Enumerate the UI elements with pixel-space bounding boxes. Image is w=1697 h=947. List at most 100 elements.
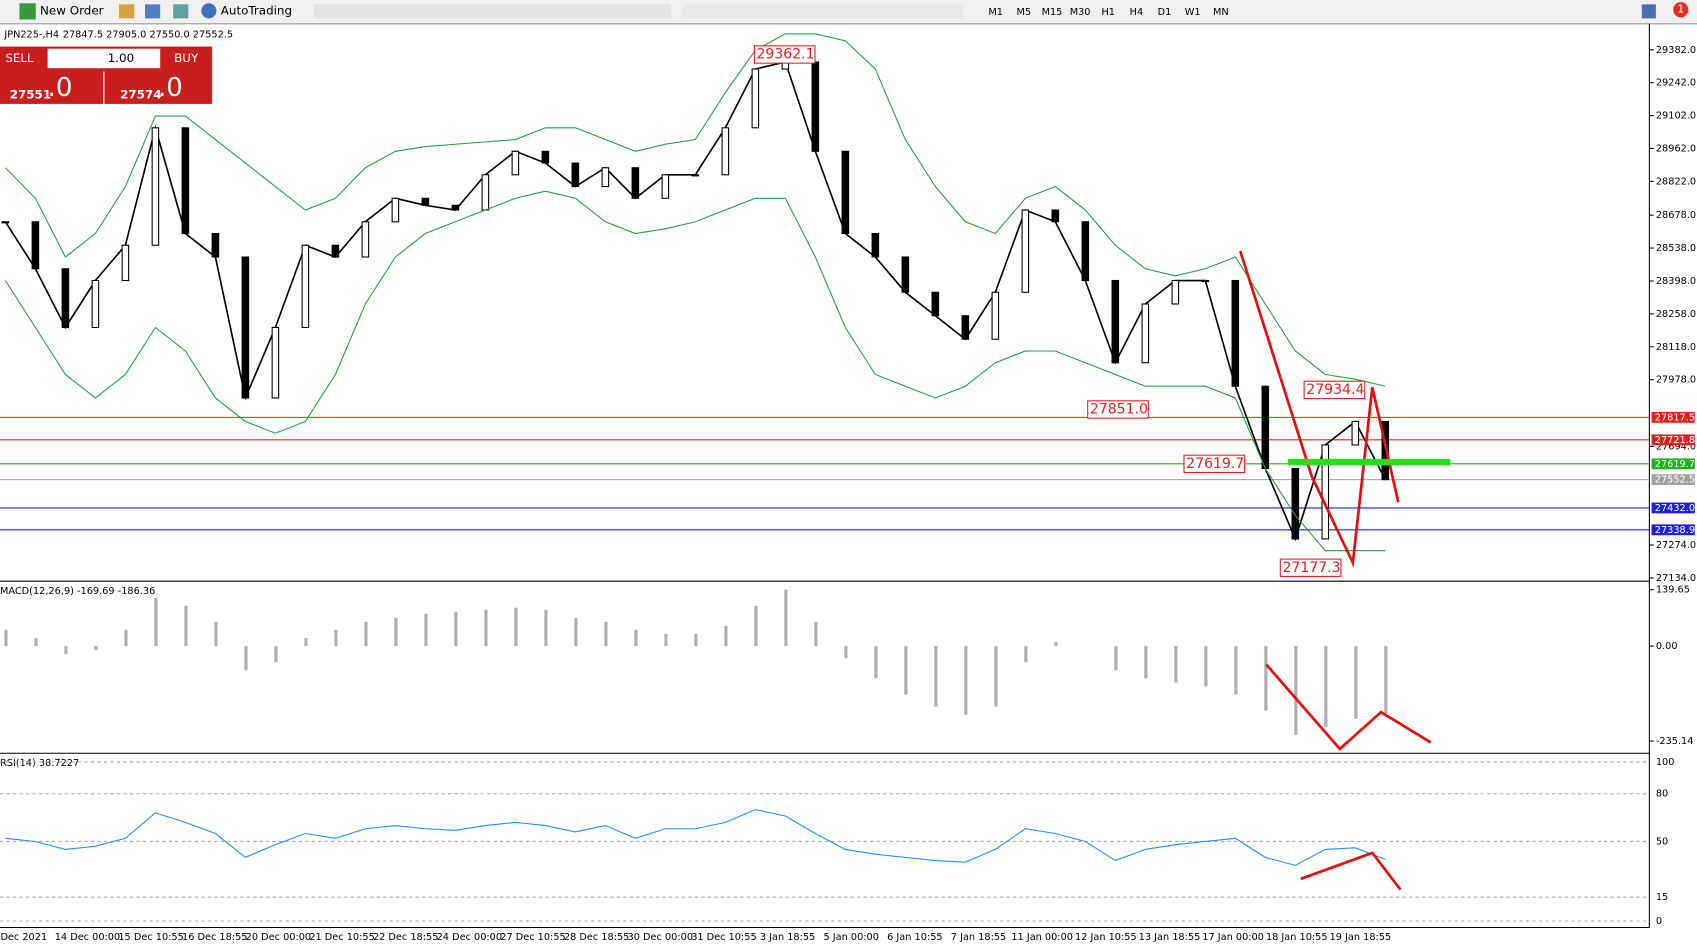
timeframe[interactable]: MN [1213,7,1229,18]
new-order-icon[interactable] [19,3,36,20]
macd-bar [664,633,668,647]
autotrading-icon[interactable] [201,3,217,19]
level-label: 27552.5 [1655,475,1695,486]
drawing-tools[interactable] [681,4,964,19]
y-tick-label: 28822.0 [1656,176,1696,187]
y-tick-label: 27978.0 [1656,375,1696,386]
buy-button[interactable]: BUY [174,51,199,65]
y-tick-label: 0 [1656,916,1662,927]
level-label: 27817.5 [1655,412,1695,423]
x-tick-label: 12 Jan 10:55 [1075,932,1137,943]
x-tick-label: 21 Dec 10:55 [309,932,374,943]
macd-bar [364,621,368,647]
candle [1351,420,1360,446]
y-tick-label: 29242.0 [1656,78,1696,89]
candle [61,268,70,329]
candle [601,167,610,188]
notification-count: 1 [1677,3,1684,16]
candle [1,221,10,224]
autotrading[interactable]: AutoTrading [221,3,292,17]
y-tick-label: 28398.0 [1656,276,1696,287]
macd-bar [214,621,218,647]
candle [331,244,340,258]
tool-icon[interactable] [119,4,135,19]
y-tick-label: -235.14 [1656,736,1694,747]
trade-panel[interactable]: SELL BUY 1.00 27551 .0 27574 .0 [0,46,213,104]
macd-bar [1234,646,1238,695]
level-label: 27619.7 [1655,459,1695,470]
macd-bar [694,633,698,647]
timeframe[interactable]: D1 [1158,7,1172,18]
level-label: 27338.9 [1655,525,1695,536]
x-tick-label: 24 Dec 00:00 [437,932,502,943]
y-tick-label: 28678.0 [1656,210,1696,221]
y-tick-label: 29102.0 [1656,111,1696,122]
candle [1231,279,1240,387]
tool-icon[interactable] [145,4,161,19]
macd-bar [1324,646,1328,727]
level-tag [1651,458,1695,470]
x-tick-label: 27 Dec 10:55 [500,932,565,943]
y-tick-label: 28962.0 [1656,143,1696,154]
x-tick-label: 20 Dec 00:00 [246,932,311,943]
arrow [1238,250,1400,568]
candle [451,204,460,211]
timeframe[interactable]: W1 [1185,7,1201,18]
y-tick-label: 80 [1656,789,1668,800]
lots[interactable]: 1.00 [108,51,134,65]
timeframe[interactable]: H1 [1101,7,1115,18]
arrow [1265,663,1432,751]
new-order[interactable]: New Order [40,3,104,17]
macd-bar [124,629,128,647]
annotation: 27177.3 [1282,560,1340,576]
sell-button[interactable]: SELL [5,51,34,65]
level-marker [1287,458,1451,466]
candle [271,326,280,399]
x-tick-label: 31 Dec 10:55 [691,932,756,943]
bid-price: 27551 [10,88,51,102]
search[interactable] [1641,4,1656,19]
timeframe[interactable]: M30 [1070,7,1091,18]
macd-bar [1264,646,1268,711]
macd-bar [1144,646,1148,679]
macd-bar [964,646,968,715]
x-tick-label: 3 Jan 18:55 [760,932,815,943]
chart-tools[interactable] [313,4,672,19]
candle [151,127,160,246]
timeframe[interactable]: M15 [1042,7,1063,18]
candle [1141,303,1150,364]
annotation-box [1279,558,1342,577]
timeframe[interactable]: M1 [988,7,1003,18]
candle [751,68,760,129]
candle [1081,221,1090,282]
candle [481,174,490,211]
candle [631,167,640,199]
macd-bar [874,646,878,679]
x-tick-label: 16 Dec 18:55 [182,932,247,943]
macd-bar [1174,646,1178,683]
tool-icon[interactable] [173,4,189,19]
x-tick-label: 22 Dec 18:55 [373,932,438,943]
level-tag [1651,434,1695,446]
level-tag [1651,502,1695,514]
timeframe[interactable]: H4 [1130,7,1144,18]
candle [511,150,520,176]
macd-bar [1354,646,1358,719]
notification-badge[interactable] [1673,2,1689,18]
lots-box[interactable] [47,48,161,69]
candle [811,61,820,152]
macd-bar [634,629,638,647]
y-tick-label: 27694.0 [1656,441,1696,452]
candle [1321,444,1330,540]
timeframe[interactable]: M5 [1017,7,1032,18]
candle [421,197,430,206]
macd-bar [424,613,428,647]
band-line [4,190,1386,552]
candle [1051,209,1060,223]
candle [661,174,670,199]
candle [1111,279,1120,364]
symbol: JPN225-,H4 [3,30,59,41]
macd-bar [784,589,788,647]
macd-bar [454,611,458,647]
candle [901,256,910,293]
